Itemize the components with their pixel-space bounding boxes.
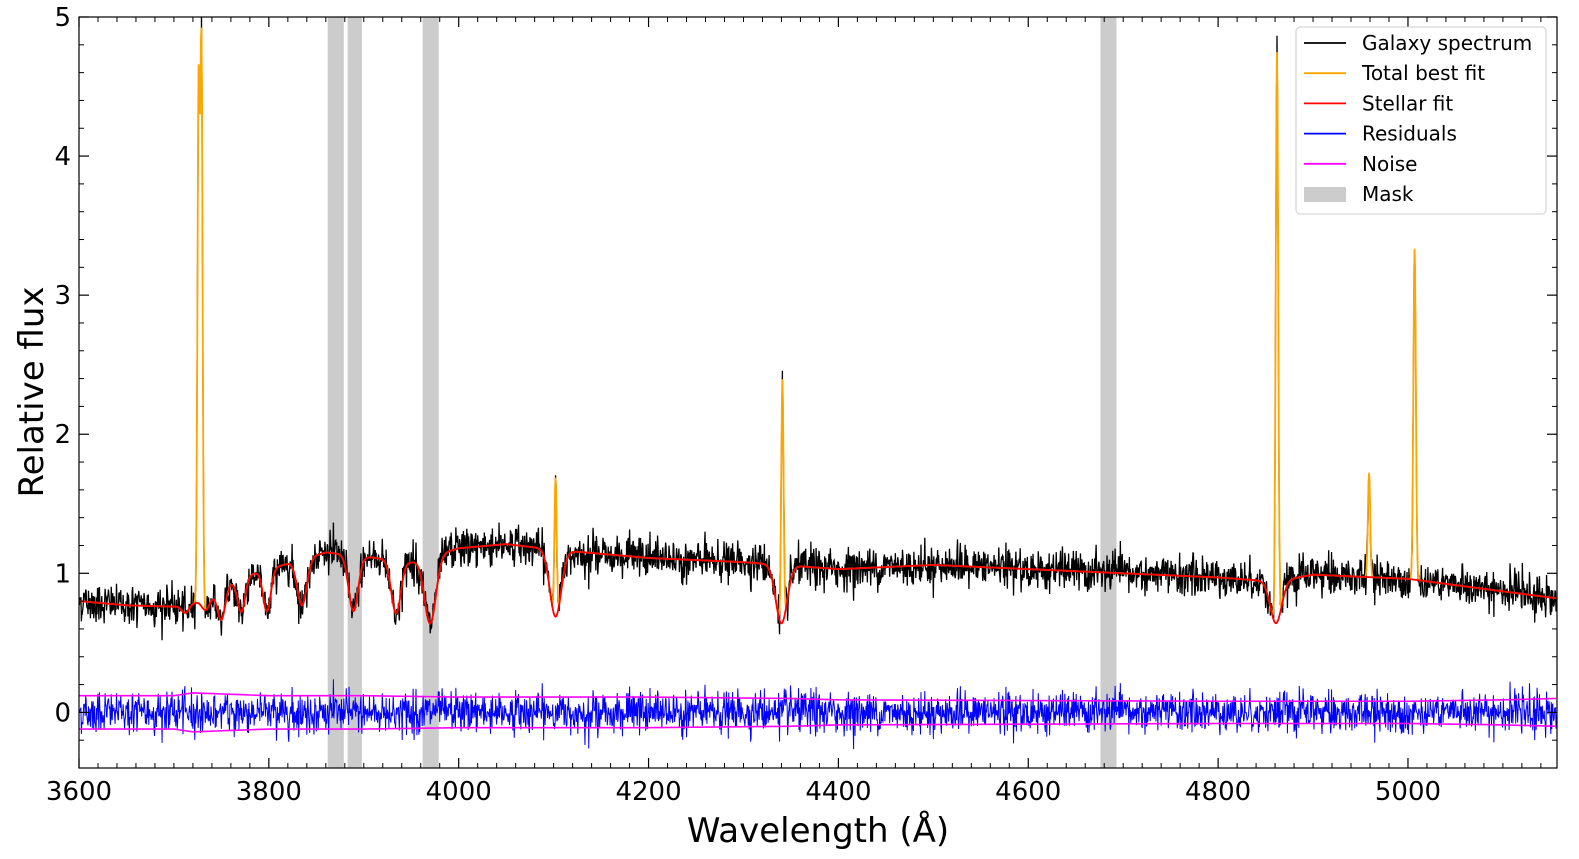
y-tick-label: 1 [54,559,71,589]
y-axis-label: Relative flux [12,286,52,497]
legend-label: Residuals [1362,122,1457,146]
y-tick-label: 4 [54,142,71,172]
x-tick-label: 3800 [236,777,302,807]
legend-label: Noise [1362,152,1417,176]
x-tick-label: 4000 [426,777,492,807]
x-tick-label: 3600 [46,777,112,807]
series-layer [79,17,1557,750]
x-axis-label: Wavelength (Å) [687,810,949,851]
legend-label: Stellar fit [1362,91,1453,115]
legend-swatch-patch [1304,187,1346,202]
mask-region [422,17,439,768]
x-tick-label: 4800 [1185,777,1251,807]
legend-label: Mask [1362,182,1414,206]
mask-region [327,17,344,768]
series-galaxy-spectrum [79,17,1557,641]
legend-label: Galaxy spectrum [1362,31,1532,55]
x-tick-label: 4400 [805,777,871,807]
x-tick-label: 4200 [615,777,681,807]
x-tick-label: 5000 [1375,777,1441,807]
series-stellar-fit [79,543,1557,625]
mask-region [347,17,362,768]
series-noise-lower [79,722,1557,733]
legend: Galaxy spectrum Total best fit Stellar fit… [1295,26,1547,215]
series-noise-upper [79,692,1557,703]
legend-box [1295,26,1547,215]
plot-frame [78,16,1558,769]
mask-region [1100,17,1117,768]
legend-label: Total best fit [1361,61,1485,85]
y-tick-label: 5 [54,3,71,33]
series-residuals [79,679,1557,750]
x-tick-label: 4600 [995,777,1061,807]
y-tick-label: 0 [54,698,71,728]
y-tick-label: 3 [54,281,71,311]
y-tick-label: 2 [54,420,71,450]
axis-ticks: 3600 3800 4000 4200 4400 4600 4800 5000 0 1 2 3 4 5 [46,3,1557,807]
mask-regions [327,17,1117,768]
